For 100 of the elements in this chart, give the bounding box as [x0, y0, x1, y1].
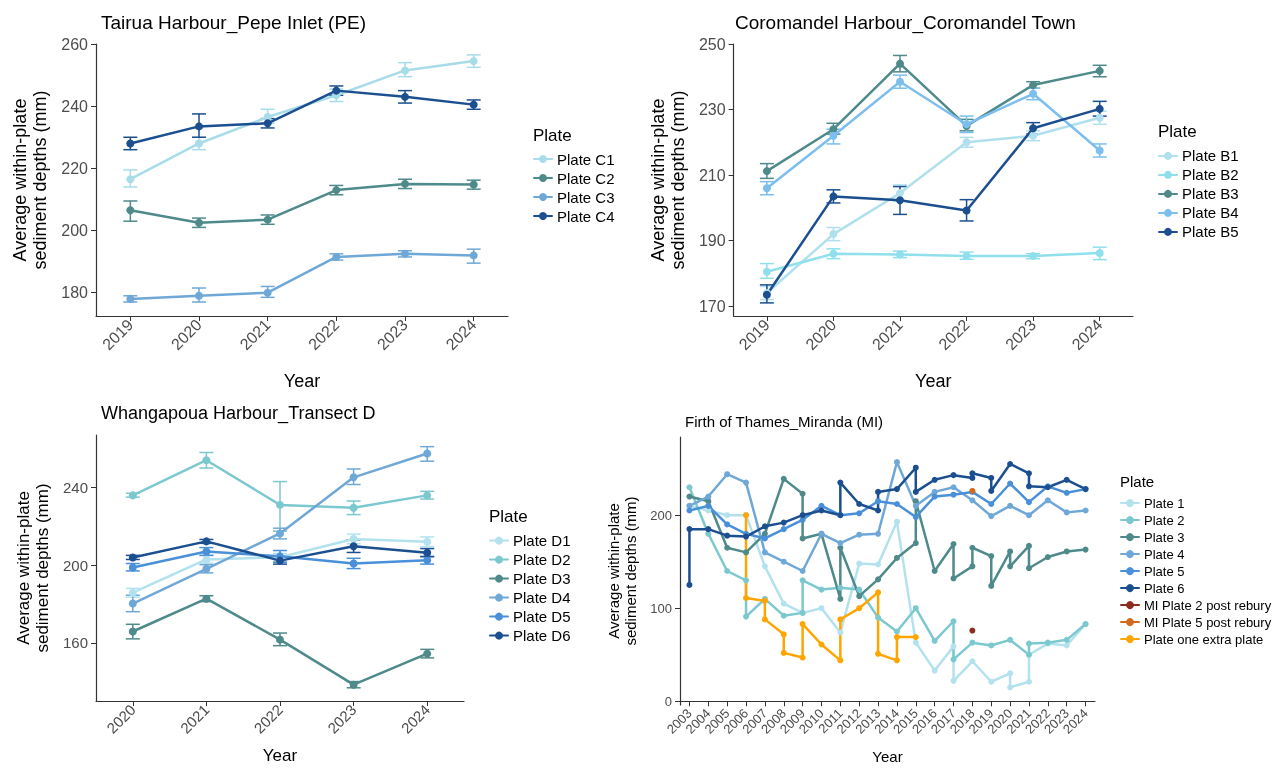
point — [799, 568, 806, 574]
point — [912, 514, 919, 521]
legend-label: Plate C2 — [557, 169, 615, 187]
point — [724, 521, 731, 528]
point — [856, 605, 863, 612]
point — [912, 488, 919, 495]
point — [829, 131, 838, 140]
point — [896, 59, 905, 68]
point — [1063, 509, 1070, 516]
point — [1007, 548, 1014, 555]
x-axis-title: Year — [262, 746, 298, 765]
point — [799, 577, 806, 584]
point — [349, 503, 358, 512]
point — [837, 479, 844, 486]
point — [896, 77, 905, 86]
point — [1007, 684, 1014, 691]
point — [875, 589, 882, 596]
y-axis-title: Average within-plate sediment depths (mm) — [10, 90, 51, 270]
legend-label: Plate B5 — [1182, 223, 1239, 241]
legend-label: Plate D5 — [513, 608, 571, 626]
point — [799, 490, 806, 497]
point — [423, 649, 432, 658]
point — [1007, 636, 1014, 643]
x-axis-title: Year — [872, 748, 903, 765]
point — [931, 568, 938, 574]
y-tick-label: 200 — [62, 556, 88, 574]
point — [912, 605, 919, 612]
point — [988, 678, 995, 685]
point — [988, 501, 995, 507]
y-tick-label: 0 — [664, 693, 672, 709]
point — [931, 637, 938, 644]
point — [837, 584, 844, 591]
point — [1025, 499, 1032, 506]
legend-label: Plate D4 — [513, 589, 571, 607]
point — [780, 526, 787, 533]
point — [837, 629, 844, 636]
point — [893, 486, 900, 493]
y-tick-label: 220 — [61, 159, 89, 177]
legend-label: Plate 1 — [1144, 495, 1185, 511]
legend-label: Plate C1 — [557, 150, 615, 168]
point — [126, 206, 135, 215]
point — [743, 613, 750, 620]
point — [875, 561, 882, 568]
point — [950, 575, 957, 582]
point — [893, 554, 900, 561]
y-tick-label: 260 — [61, 35, 89, 53]
point — [780, 631, 787, 638]
point — [799, 535, 806, 542]
point — [893, 501, 900, 507]
y-tick-label: 170 — [698, 297, 726, 315]
point — [724, 471, 731, 478]
point — [1063, 476, 1070, 483]
point — [896, 250, 905, 259]
legend-title: Plate — [533, 125, 572, 145]
point — [423, 449, 432, 458]
point — [875, 650, 882, 657]
point — [856, 501, 863, 507]
point — [686, 581, 693, 588]
point — [128, 627, 137, 636]
x-axis-title: Year — [915, 371, 952, 391]
point — [705, 526, 712, 533]
point — [962, 206, 971, 215]
point — [1025, 483, 1032, 490]
legend-title: Plate — [1120, 472, 1155, 490]
point — [762, 167, 771, 176]
point — [761, 535, 768, 542]
point — [818, 605, 825, 612]
point — [1029, 131, 1038, 140]
point — [1025, 470, 1032, 477]
legend-label: Plate B4 — [1182, 204, 1239, 222]
y-axis-title: Average within-plate sediment depths (mm) — [605, 496, 640, 646]
point — [969, 563, 976, 570]
point — [988, 487, 995, 494]
point — [912, 464, 919, 471]
y-tick-label: 180 — [61, 284, 89, 302]
point — [969, 658, 976, 665]
point — [875, 488, 882, 495]
point — [686, 526, 693, 533]
point — [780, 612, 787, 619]
point — [1025, 565, 1032, 572]
point — [401, 66, 409, 75]
point — [988, 474, 995, 481]
point — [128, 563, 137, 572]
point — [686, 507, 693, 514]
y-axis-title: Average within-plate sediment depths (mm) — [14, 483, 53, 653]
point — [1025, 512, 1032, 519]
chart-title: Firth of Thames_Miranda (MI) — [685, 413, 884, 430]
point — [128, 553, 137, 562]
point — [469, 251, 478, 260]
point — [969, 497, 976, 504]
point — [988, 513, 995, 520]
point — [818, 641, 825, 648]
point — [1095, 113, 1104, 122]
point — [349, 473, 358, 482]
point — [1082, 507, 1089, 514]
point — [780, 649, 787, 656]
point — [780, 558, 787, 565]
legend-label: Plate 3 — [1144, 529, 1185, 545]
point — [969, 639, 976, 646]
point — [893, 628, 900, 635]
